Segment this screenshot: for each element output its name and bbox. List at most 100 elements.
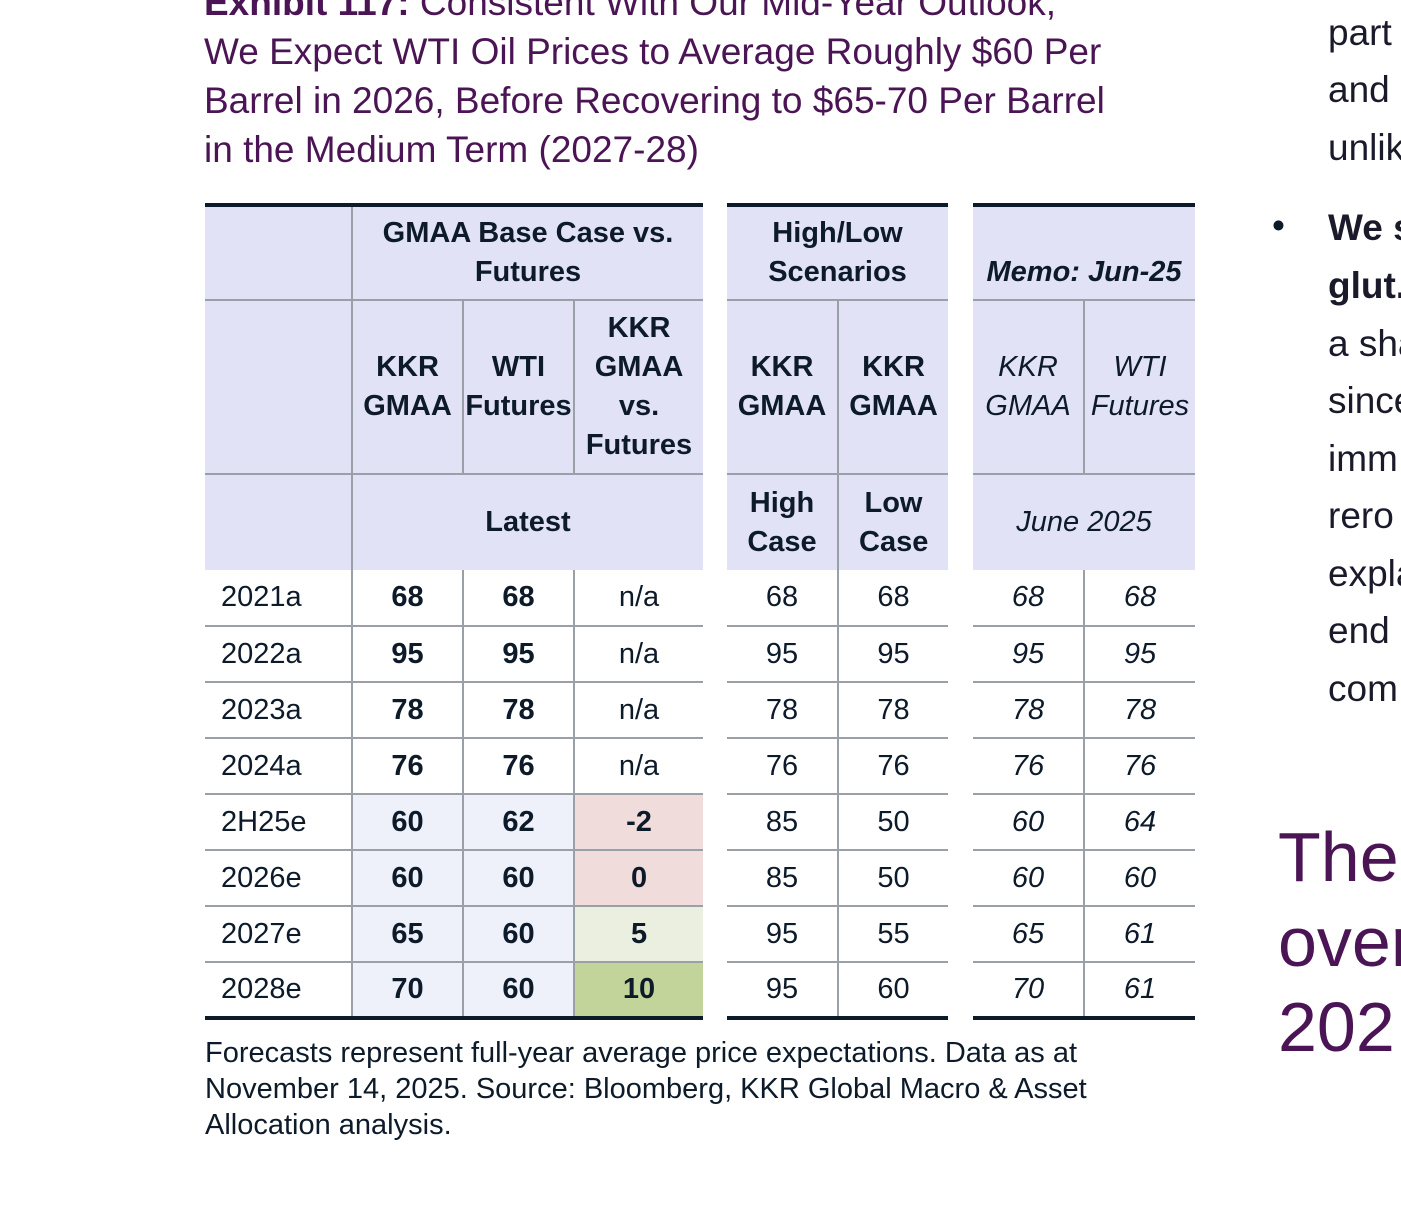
- year-cell: 2026e: [205, 849, 353, 907]
- table-row: 95 55: [727, 905, 949, 963]
- year-cell: 2H25e: [205, 793, 353, 851]
- table-row: 2H25e 60 62 -2: [205, 793, 704, 851]
- rc-line: part: [1328, 12, 1392, 53]
- table-row: 2027e 65 60 5: [205, 905, 704, 963]
- memo-wti-cell: 78: [1082, 681, 1196, 739]
- difference-cell: 5: [572, 905, 704, 963]
- memo-kkr-cell: 65: [973, 905, 1085, 963]
- col-kkr-vs-futures: KKR GMAA vs. Futures: [572, 299, 704, 475]
- kkr-gmaa-cell: 70: [351, 961, 464, 1018]
- bullet-icon: •: [1272, 205, 1285, 246]
- heading-line: The: [1278, 818, 1399, 896]
- table-row: 68 68: [727, 570, 949, 627]
- table-row: 2026e 60 60 0: [205, 849, 704, 907]
- rc-line: rero: [1328, 495, 1394, 536]
- memo-wti-cell: 95: [1082, 625, 1196, 683]
- high-case-cell: 95: [727, 905, 839, 963]
- memo-wti-cell: 76: [1082, 737, 1196, 795]
- high-case-cell: 68: [727, 570, 839, 627]
- wti-futures-cell: 60: [462, 849, 575, 907]
- rc-line: end: [1328, 610, 1390, 651]
- sub-header-low-case: Low Case: [836, 473, 949, 570]
- kkr-gmaa-cell: 76: [351, 737, 464, 795]
- sub-header-june-2025: June 2025: [973, 473, 1196, 570]
- rc-line: and: [1328, 69, 1390, 110]
- rc-line: imm: [1328, 438, 1398, 479]
- kkr-gmaa-cell: 60: [351, 849, 464, 907]
- col-memo-wti-futures: WTI Futures: [1082, 299, 1196, 475]
- high-case-cell: 85: [727, 793, 839, 851]
- year-cell: 2023a: [205, 681, 353, 739]
- exhibit-label: Exhibit 117:: [204, 0, 410, 23]
- low-case-cell: 78: [836, 681, 949, 739]
- table-row: 2021a 68 68 n/a: [205, 570, 704, 627]
- col-memo-kkr-gmaa: KKR GMAA: [973, 299, 1085, 475]
- rc-line: since: [1328, 380, 1401, 421]
- wti-futures-cell: 60: [462, 905, 575, 963]
- wti-futures-cell: 68: [462, 570, 575, 627]
- memo-kkr-cell: 70: [973, 961, 1085, 1018]
- memo-wti-cell: 60: [1082, 849, 1196, 907]
- year-cell: 2022a: [205, 625, 353, 683]
- memo-wti-cell: 68: [1082, 570, 1196, 627]
- sub-header-latest: Latest: [350, 473, 704, 570]
- high-case-cell: 76: [727, 737, 839, 795]
- table-row: 70 61: [973, 961, 1196, 1018]
- exhibit-title: Exhibit 117: Consistent With Our Mid-Yea…: [204, 0, 1214, 174]
- corner-cell: [205, 205, 353, 301]
- kkr-gmaa-cell: 78: [351, 681, 464, 739]
- base-case-table: GMAA Base Case vs. Futures KKR GMAA WTI …: [205, 203, 704, 1020]
- memo-wti-cell: 61: [1082, 905, 1196, 963]
- kkr-gmaa-cell: 95: [351, 625, 464, 683]
- low-case-cell: 60: [836, 961, 949, 1018]
- table-row: 65 61: [973, 905, 1196, 963]
- title-line-4: in the Medium Term (2027-28): [204, 129, 699, 170]
- low-case-cell: 95: [836, 625, 949, 683]
- rc-bold-line: We s: [1328, 207, 1401, 248]
- difference-cell: -2: [572, 793, 704, 851]
- rc-bold-line: glut.: [1328, 265, 1401, 306]
- rc-line: expla: [1328, 553, 1401, 594]
- table-row: 78 78: [973, 681, 1196, 739]
- col-kkr-gmaa-low: KKR GMAA: [836, 299, 949, 475]
- difference-cell: 10: [572, 961, 704, 1018]
- table-row: 95 95: [973, 625, 1196, 683]
- group-header-memo: Memo: Jun-25: [973, 205, 1196, 301]
- memo-kkr-cell: 95: [973, 625, 1085, 683]
- memo-wti-cell: 64: [1082, 793, 1196, 851]
- table-row: 95 60: [727, 961, 949, 1018]
- kkr-gmaa-cell: 65: [351, 905, 464, 963]
- title-line-1: Consistent With Our Mid-Year Outlook,: [419, 0, 1057, 23]
- group-header-base-case: GMAA Base Case vs. Futures: [350, 205, 704, 301]
- wti-futures-cell: 62: [462, 793, 575, 851]
- low-case-cell: 76: [836, 737, 949, 795]
- memo-table: Memo: Jun-25 KKR GMAA WTI Futures June 2…: [973, 203, 1196, 1020]
- low-case-cell: 68: [836, 570, 949, 627]
- high-case-cell: 95: [727, 961, 839, 1018]
- col-kkr-gmaa-high: KKR GMAA: [727, 299, 839, 475]
- difference-cell: n/a: [572, 570, 704, 627]
- group-header-high-low: High/Low Scenarios: [727, 205, 949, 301]
- rc-line: com: [1328, 668, 1398, 709]
- rc-line: unlik: [1328, 127, 1401, 168]
- memo-wti-cell: 61: [1082, 961, 1196, 1018]
- sub-header-high-case: High Case: [727, 473, 839, 570]
- kkr-gmaa-cell: 60: [351, 793, 464, 851]
- high-case-cell: 78: [727, 681, 839, 739]
- memo-kkr-cell: 60: [973, 793, 1085, 851]
- table-row: 85 50: [727, 793, 949, 851]
- table-row: 2028e 70 60 10: [205, 961, 704, 1018]
- memo-kkr-cell: 60: [973, 849, 1085, 907]
- wti-futures-cell: 78: [462, 681, 575, 739]
- title-line-3: Barrel in 2026, Before Recovering to $65…: [204, 80, 1105, 121]
- table-row: 76 76: [973, 737, 1196, 795]
- rc-line: a sha: [1328, 323, 1401, 364]
- memo-kkr-cell: 78: [973, 681, 1085, 739]
- table-row: 76 76: [727, 737, 949, 795]
- table-row: 2024a 76 76 n/a: [205, 737, 704, 795]
- right-column-text: part and unlik We s glut. a sha since im…: [1328, 0, 1401, 1227]
- low-case-cell: 55: [836, 905, 949, 963]
- table-row: 2022a 95 95 n/a: [205, 625, 704, 683]
- table-row: 60 64: [973, 793, 1196, 851]
- wti-futures-cell: 60: [462, 961, 575, 1018]
